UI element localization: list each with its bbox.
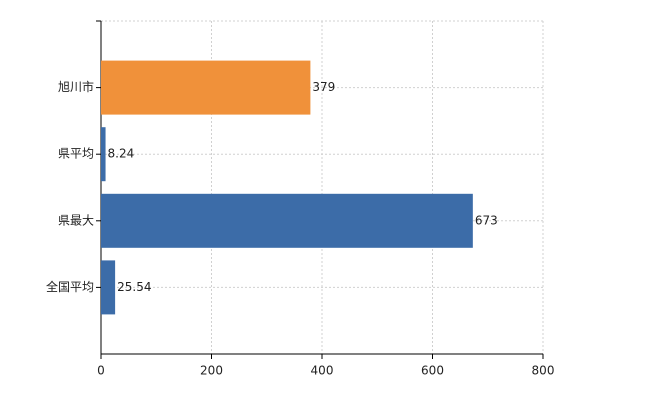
x-tick-label: 200	[200, 364, 223, 378]
bar	[101, 193, 473, 248]
x-tick-label: 800	[532, 364, 555, 378]
y-tick-label: 県平均	[58, 147, 94, 161]
value-label: 25.54	[117, 280, 151, 294]
bar	[101, 60, 311, 115]
value-label: 8.24	[108, 147, 135, 161]
x-tick-label: 400	[311, 364, 334, 378]
bar	[101, 260, 116, 315]
value-label: 379	[312, 80, 335, 94]
x-tick-label: 0	[97, 364, 105, 378]
bar	[101, 127, 106, 182]
value-label: 673	[475, 213, 498, 227]
y-tick-label: 県最大	[58, 213, 94, 227]
y-tick-label: 旭川市	[58, 79, 94, 94]
x-tick-label: 600	[421, 364, 444, 378]
y-tick-label: 全国平均	[46, 279, 94, 294]
